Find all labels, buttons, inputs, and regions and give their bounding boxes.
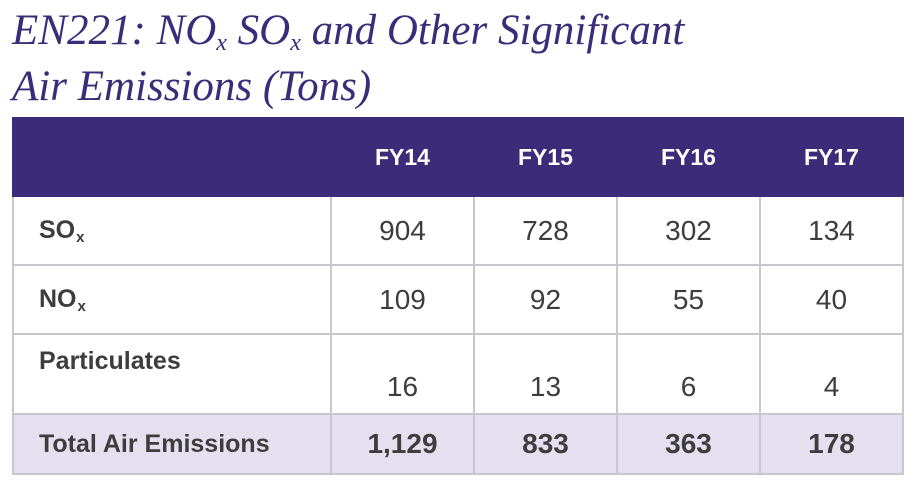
row-label-subscript: x — [76, 229, 85, 246]
header-fy14: FY14 — [330, 117, 475, 197]
table-row-nox: NOx 109 92 55 40 — [12, 264, 904, 335]
table-row-total: Total Air Emissions 1,129 833 363 178 — [12, 413, 904, 475]
table-header-row: FY14 FY15 FY16 FY17 — [12, 117, 904, 197]
row-label-total: Total Air Emissions — [12, 413, 332, 475]
header-fy16: FY16 — [616, 117, 761, 197]
table-cell: 134 — [759, 195, 904, 266]
title-text-rest: and Other Significant — [300, 7, 685, 54]
table-cell: 6 — [616, 333, 761, 415]
row-label-subscript: x — [77, 298, 86, 315]
table-cell: 302 — [616, 195, 761, 266]
row-label-text: NO — [39, 285, 77, 313]
table-cell: 904 — [330, 195, 475, 266]
table-cell-total: 178 — [759, 413, 904, 475]
table-cell: 16 — [330, 333, 475, 415]
row-label-particulates: Particulates — [12, 333, 332, 415]
row-label-text: SO — [39, 216, 76, 244]
table-cell: 728 — [473, 195, 618, 266]
table-cell: 92 — [473, 264, 618, 335]
page-title: EN221: NOx SOx and Other Significant Air… — [12, 6, 684, 112]
header-blank-cell — [12, 117, 332, 197]
title-subscript-so: x — [290, 30, 301, 56]
header-fy17: FY17 — [759, 117, 904, 197]
row-label-nox: NOx — [12, 264, 332, 335]
table-cell-total: 1,129 — [330, 413, 475, 475]
table-cell-total: 363 — [616, 413, 761, 475]
table-cell: 13 — [473, 333, 618, 415]
table-cell: 4 — [759, 333, 904, 415]
table-cell-total: 833 — [473, 413, 618, 475]
title-subscript-no: x — [216, 30, 227, 56]
title-text-no: EN221: NO — [12, 7, 217, 54]
title-line-1: EN221: NOx SOx and Other Significant — [12, 6, 684, 62]
title-text-so: SO — [226, 7, 291, 54]
table-row-sox: SOx 904 728 302 134 — [12, 195, 904, 266]
table-row-particulates: Particulates 16 13 6 4 — [12, 333, 904, 415]
table-cell: 40 — [759, 264, 904, 335]
row-label-sox: SOx — [12, 195, 332, 266]
emissions-table: FY14 FY15 FY16 FY17 SOx 904 728 302 134 … — [12, 117, 904, 475]
table-cell: 109 — [330, 264, 475, 335]
title-line-2: Air Emissions (Tons) — [12, 63, 372, 110]
table-cell: 55 — [616, 264, 761, 335]
header-fy15: FY15 — [473, 117, 618, 197]
